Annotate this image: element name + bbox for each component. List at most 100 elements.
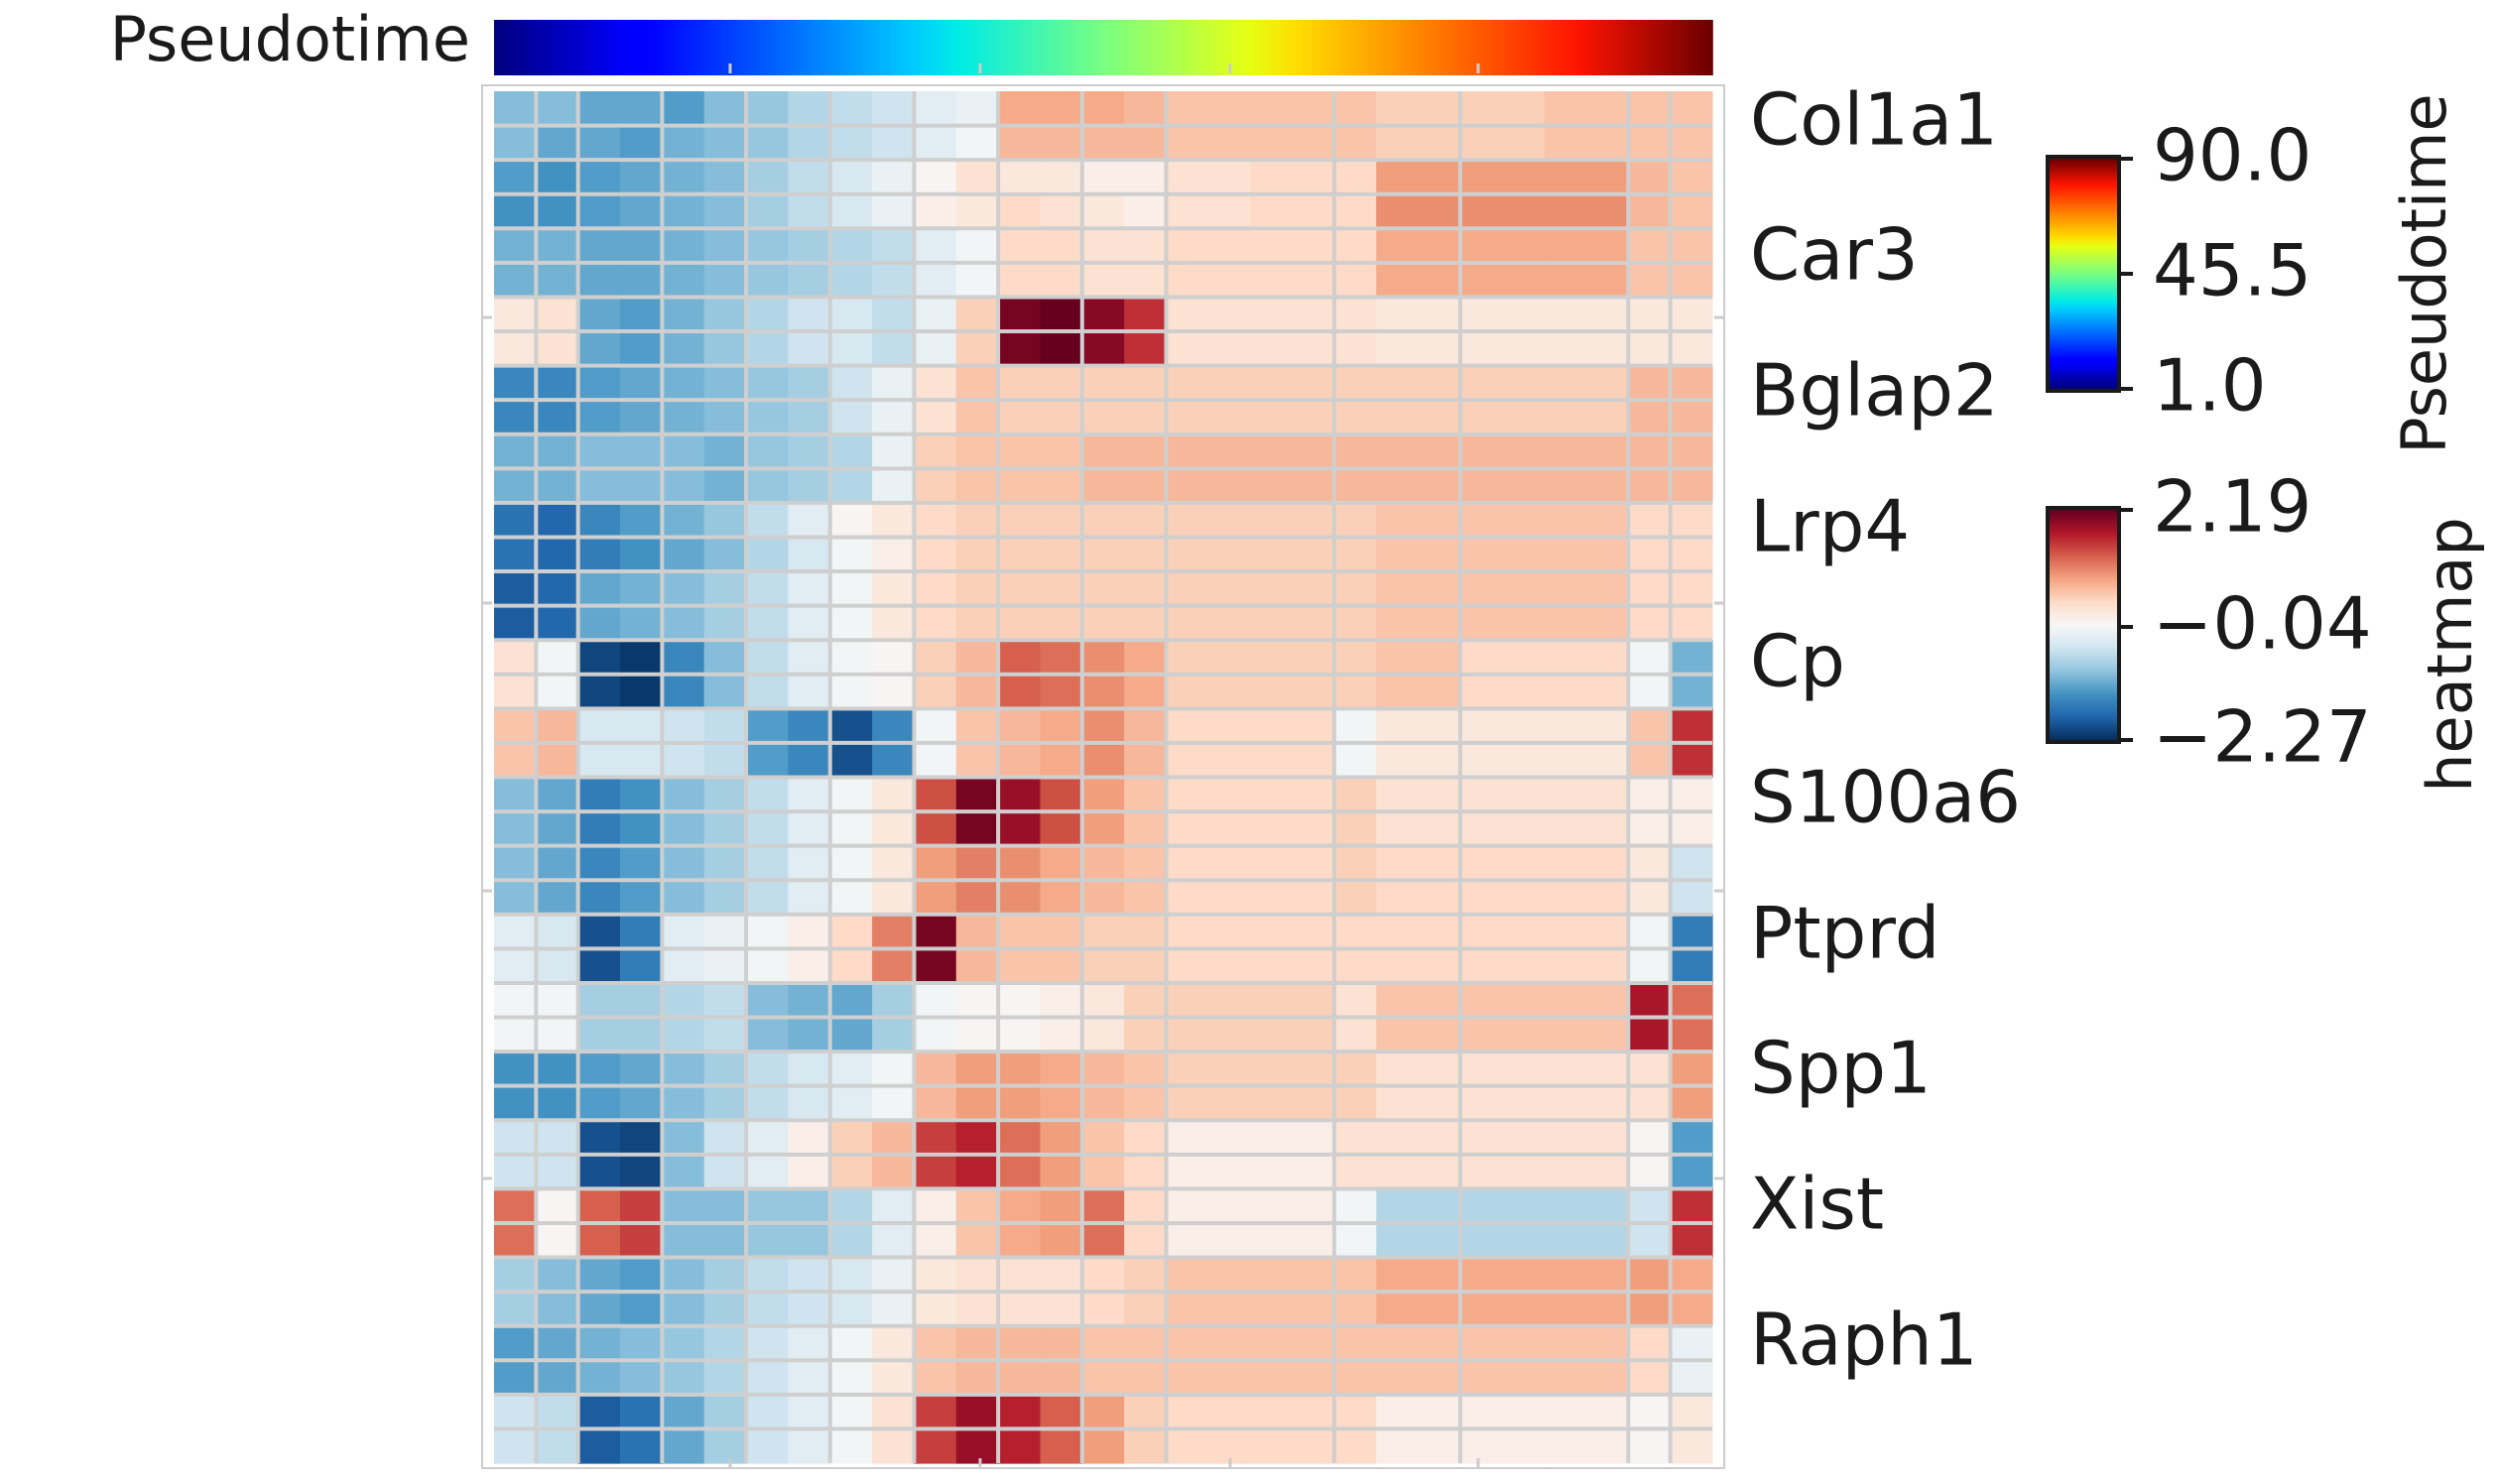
pseudotime-bar-segment [1048,20,1054,75]
heatmap-cell [578,606,621,641]
heatmap-cell [620,915,663,949]
heatmap-cell [1334,1428,1377,1463]
pseudotime-bar-segment [707,20,713,75]
heatmap-cell [536,1086,578,1121]
heatmap-cell [1250,915,1334,949]
pseudotime-bar-segment [1458,20,1464,75]
heatmap-cell [1167,743,1251,778]
pseudotime-bar-segment [1088,20,1094,75]
heatmap-cell [1460,1360,1545,1395]
pseudotime-bar-segment [1616,20,1622,75]
pseudotime-bar-segment [818,20,824,75]
heatmap-cell [1040,1086,1082,1121]
heatmap-cell [1040,948,1082,983]
heatmap-cell [830,743,873,778]
pseudotime-bar-segment [1657,20,1663,75]
heatmap-cell [1545,915,1629,949]
heatmap-cell [1376,263,1460,298]
pseudotime-bar-segment [1438,20,1444,75]
heatmap-cell [620,537,663,571]
heatmap-cell [998,915,1041,949]
heatmap-cell [1460,880,1545,915]
heatmap-cell [1376,640,1460,675]
pseudotime-bar-segment [1266,20,1272,75]
heatmap-cell [620,1120,663,1155]
heatmap-cell [1671,468,1713,503]
heatmap-cell [1167,1086,1251,1121]
heatmap-cell [578,778,621,812]
heatmap-cell [578,331,621,366]
heatmap-cell [1040,263,1082,298]
heatmap-cell [1460,811,1545,846]
pseudotime-colorbar-title: Pseudotime [2388,93,2460,453]
heatmap-cell [1376,1120,1460,1155]
heatmap-cell [998,1120,1041,1155]
heatmap-cell [704,1326,747,1361]
pseudotime-bar-segment [1321,20,1327,75]
heatmap-cell [536,811,578,846]
heatmap-cell [1334,468,1377,503]
heatmap-cell [872,811,915,846]
heatmap-cell [998,1086,1041,1121]
heatmap-cell [578,846,621,881]
heatmap-cell [578,126,621,161]
pseudotime-bar-segment [1209,20,1215,75]
pseudotime-bar-segment [1093,20,1099,75]
heatmap-cell [1628,708,1671,743]
heatmap-cell [998,675,1041,709]
heatmap-cell [620,846,663,881]
pseudotime-bar-segment [794,20,800,75]
heatmap-cell [830,1188,873,1223]
heatmap-cell [536,640,578,675]
heatmap-cell [1545,366,1629,401]
heatmap-cell [704,1018,747,1052]
heatmap-cell [1167,1360,1251,1395]
heatmap-cell [788,811,830,846]
heatmap-cell [956,948,999,983]
heatmap-cell [914,846,956,881]
heatmap-cell [1460,434,1545,469]
pseudotime-bar-segment [1235,20,1241,75]
heatmap-cell [1460,1428,1545,1463]
pseudotime-bar-segment [809,20,814,75]
heatmap-cell [1460,915,1545,949]
pseudotime-bar-segment [600,20,606,75]
heatmap-cell [1545,983,1629,1018]
heatmap-cell [1124,160,1167,194]
heatmap-cell [1040,743,1082,778]
heatmap-cell [536,571,578,606]
heatmap-cell [662,880,704,915]
heatmap-cell [1250,297,1334,331]
heatmap-cell [578,297,621,331]
heatmap-cell [1671,434,1713,469]
pseudotime-bar-segment [1307,20,1312,75]
heatmap-cell [494,228,537,263]
heatmap-cell [1671,1018,1713,1052]
pseudotime-bar-segment [829,20,835,75]
heatmap-cell [536,675,578,709]
pseudotime-bar-segment [1520,20,1526,75]
heatmap-colorbar-gradient [2050,510,2117,741]
heatmap-colorbar: 2.19 −0.04 −2.27 heatmap [2048,465,2486,793]
heatmap-cell [998,983,1041,1018]
heatmap-cell [830,1292,873,1326]
pseudotime-bar-segment [1367,20,1373,75]
heatmap-cell [746,468,789,503]
heatmap-cell [998,880,1041,915]
heatmap-cell [704,743,747,778]
heatmap-cell [1124,880,1167,915]
heatmap-cell [1376,434,1460,469]
heatmap-cell [704,366,747,401]
heatmap-cell [536,1223,578,1258]
heatmap-cell [494,126,537,161]
pseudotime-bar-segment [1083,20,1089,75]
heatmap-cell [1460,1086,1545,1121]
heatmap-cell [788,1223,830,1258]
heatmap-cell [998,537,1041,571]
heatmap-cell [788,880,830,915]
heatmap-cell [662,1360,704,1395]
heatmap-cell [1545,1395,1629,1429]
heatmap-cell [914,1428,956,1463]
heatmap-cell [1040,778,1082,812]
pseudotime-bar-segment [540,20,546,75]
